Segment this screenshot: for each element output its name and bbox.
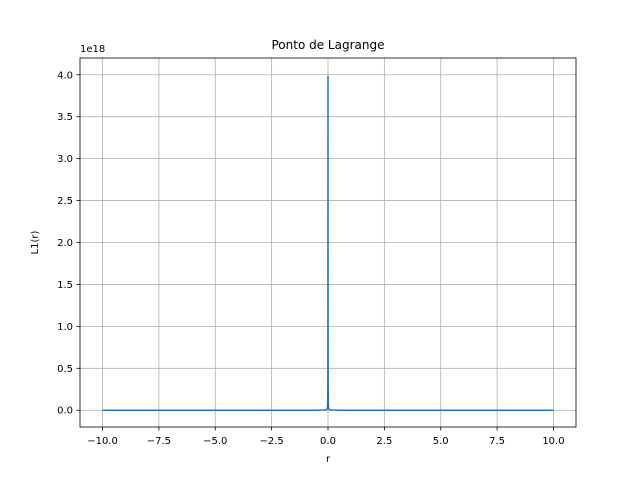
x-axis-label: r [326, 454, 331, 465]
chart-title: Ponto de Lagrange [272, 38, 385, 52]
y-tick-label: 3.0 [57, 154, 73, 165]
y-tick-label: 3.5 [57, 112, 73, 123]
x-tick-label: 0.0 [320, 436, 336, 447]
y-axis-offset-label: 1e18 [80, 44, 105, 55]
y-tick-label: 0.5 [57, 364, 73, 375]
x-tick-label: 2.5 [376, 436, 392, 447]
y-tick-label: 1.5 [57, 280, 73, 291]
x-tick-label: −7.5 [147, 436, 171, 447]
y-tick-label: 4.0 [57, 70, 73, 81]
x-tick-label: −2.5 [259, 436, 283, 447]
y-tick-label: 0.0 [57, 406, 73, 417]
x-axis: −10.0 −7.5 −5.0 −2.5 0.0 2.5 5.0 7.5 10.0 [87, 427, 565, 447]
y-tick-label: 2.5 [57, 196, 73, 207]
x-tick-label: −5.0 [203, 436, 227, 447]
y-axis: 0.0 0.5 1.0 1.5 2.0 2.5 3.0 3.5 4.0 [57, 70, 80, 417]
y-tick-label: 2.0 [57, 238, 73, 249]
x-tick-label: 10.0 [542, 436, 564, 447]
series-line [102, 75, 554, 411]
x-tick-label: −10.0 [87, 436, 118, 447]
y-axis-label: L1(r) [30, 230, 41, 254]
y-tick-label: 1.0 [57, 322, 73, 333]
plot-area [79, 57, 577, 428]
series-layer [102, 75, 554, 411]
x-tick-label: 7.5 [489, 436, 505, 447]
x-tick-label: 5.0 [433, 436, 449, 447]
